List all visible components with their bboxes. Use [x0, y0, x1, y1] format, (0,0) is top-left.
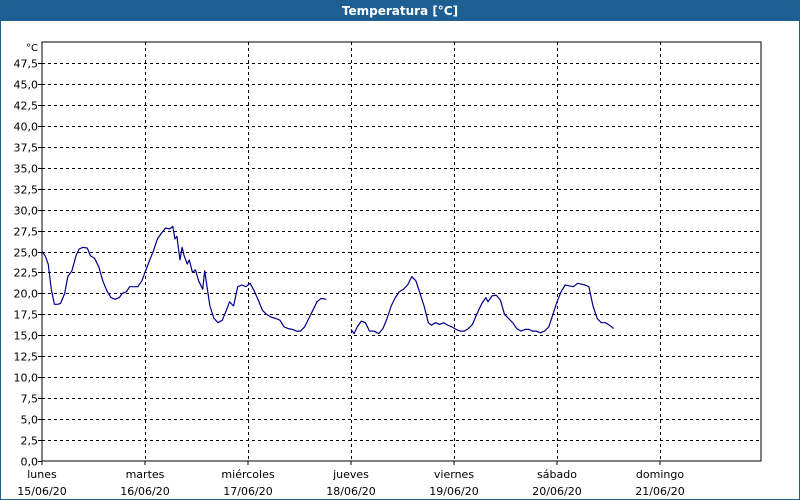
y-tick-label: 20,0: [14, 288, 39, 301]
y-tick-label: 7,5: [21, 393, 39, 406]
y-tick-label: 35,0: [14, 163, 39, 176]
x-date-label: 18/06/20: [326, 485, 375, 498]
y-tick-label: 42,5: [14, 100, 39, 113]
y-tick-label: 17,5: [14, 309, 39, 322]
y-tick-label: 27,5: [14, 226, 39, 239]
temperature-line: [41, 225, 327, 332]
chart-title: Temperatura [°C]: [1, 1, 799, 21]
y-axis-unit: °C: [26, 43, 38, 54]
x-day-label: lunes: [27, 468, 57, 481]
x-date-label: 15/06/20: [17, 485, 66, 498]
y-tick-label: 30,0: [14, 205, 39, 218]
y-tick-label: 10,0: [14, 372, 39, 385]
y-tick-label: 12,5: [14, 351, 39, 364]
y-tick-label: 2,5: [21, 435, 39, 448]
x-date-label: 16/06/20: [120, 485, 169, 498]
x-day-label: viernes: [434, 468, 474, 481]
x-date-label: 20/06/20: [532, 485, 581, 498]
y-tick-label: 37,5: [14, 142, 39, 155]
y-tick-label: 40,0: [14, 121, 39, 134]
x-day-label: sábado: [537, 468, 577, 481]
x-day-label: miércoles: [221, 468, 274, 481]
y-tick-label: 22,5: [14, 267, 39, 280]
y-tick-label: 45,0: [14, 79, 39, 92]
y-tick-label: 25,0: [14, 247, 39, 260]
x-day-label: martes: [126, 468, 165, 481]
y-tick-label: 32,5: [14, 184, 39, 197]
x-date-label: 21/06/20: [635, 485, 684, 498]
y-tick-label: 5,0: [21, 414, 39, 427]
x-date-label: 19/06/20: [429, 485, 478, 498]
x-date-label: 17/06/20: [223, 485, 272, 498]
plot-area: [41, 41, 762, 462]
x-day-label: domingo: [636, 468, 684, 481]
x-day-label: jueves: [332, 468, 369, 481]
y-tick-label: 0,0: [21, 456, 39, 469]
y-tick-label: 15,0: [14, 330, 39, 343]
y-tick-label: 47,5: [14, 58, 39, 71]
temperature-line: [350, 276, 614, 335]
